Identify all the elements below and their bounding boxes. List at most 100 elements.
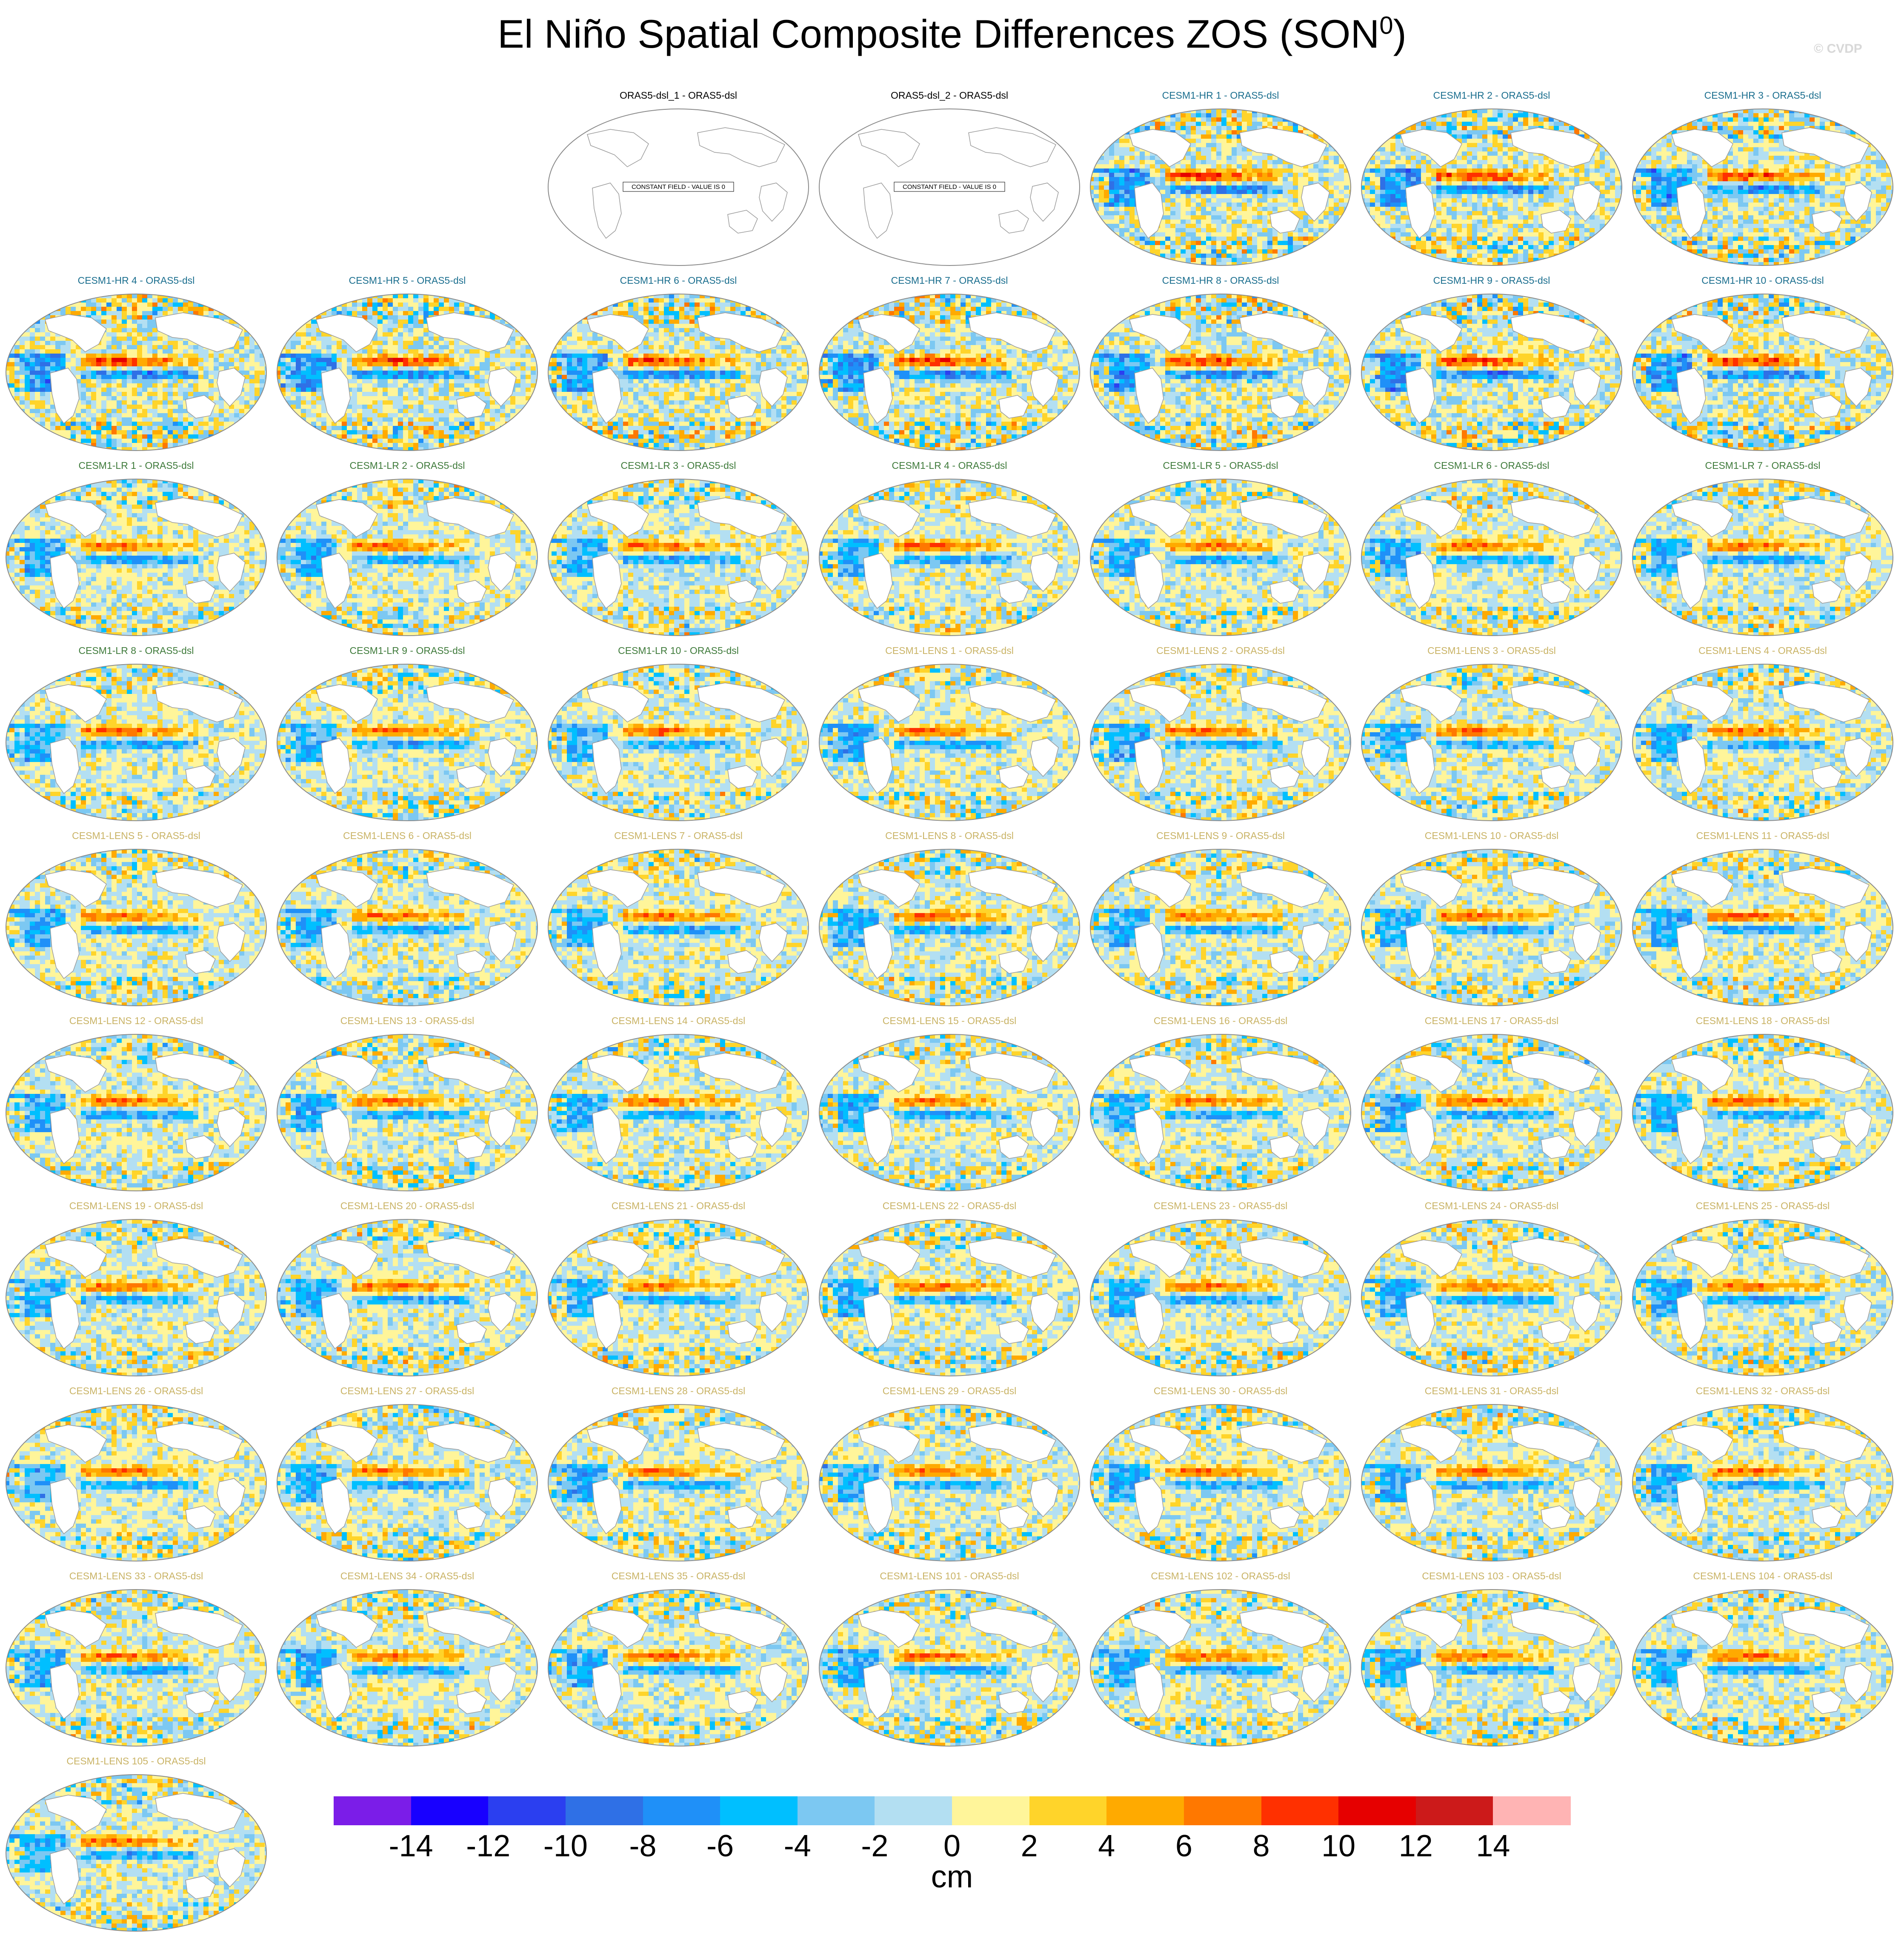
field-cell xyxy=(1390,168,1395,173)
field-cell xyxy=(1810,262,1815,266)
field-cell xyxy=(1211,186,1216,190)
field-cell xyxy=(1825,258,1830,262)
field-cell xyxy=(1646,139,1651,143)
field-cell xyxy=(1334,237,1339,241)
field-cell xyxy=(1191,194,1196,198)
field-cell xyxy=(1876,262,1881,266)
field-cell xyxy=(1861,126,1866,130)
field-cell xyxy=(1303,109,1308,113)
field-cell xyxy=(1472,139,1477,143)
field-cell xyxy=(1165,126,1170,130)
field-cell xyxy=(1186,203,1191,207)
field-cell xyxy=(1503,173,1508,177)
field-cell xyxy=(1293,117,1298,122)
field-cell xyxy=(1191,151,1196,156)
field-cell xyxy=(1221,181,1226,186)
field-cell xyxy=(1365,143,1370,147)
field-cell xyxy=(1784,160,1789,164)
field-cell xyxy=(1667,186,1672,190)
field-cell xyxy=(1196,224,1201,228)
field-cell xyxy=(1457,224,1462,228)
field-cell xyxy=(1298,117,1303,122)
field-cell xyxy=(1850,262,1855,266)
field-cell xyxy=(1447,190,1452,194)
field-cell xyxy=(1615,190,1620,194)
field-cell xyxy=(1513,168,1518,173)
field-cell xyxy=(1175,186,1181,190)
field-cell xyxy=(1109,113,1114,117)
field-cell xyxy=(1498,117,1503,122)
field-cell xyxy=(1723,190,1728,194)
field-cell xyxy=(1610,186,1615,190)
field-cell xyxy=(1421,237,1426,241)
field-cell xyxy=(1584,232,1590,237)
field-cell xyxy=(1707,190,1712,194)
field-cell xyxy=(1334,198,1339,203)
field-cell xyxy=(1677,254,1682,258)
field-cell xyxy=(1242,147,1247,151)
field-cell xyxy=(1104,156,1109,160)
field-cell xyxy=(1452,122,1457,126)
field-cell xyxy=(1155,113,1160,117)
field-cell xyxy=(1646,194,1651,198)
field-cell xyxy=(1595,215,1600,220)
map-svg xyxy=(1360,103,1624,271)
field-cell xyxy=(1216,151,1221,156)
field-cell xyxy=(1324,168,1329,173)
field-cell xyxy=(1799,203,1804,207)
field-cell xyxy=(1549,194,1554,198)
field-cell xyxy=(1886,224,1891,228)
field-cell xyxy=(1262,168,1267,173)
field-cell xyxy=(1226,220,1232,224)
field-cell xyxy=(1636,134,1641,139)
field-cell xyxy=(1365,156,1370,160)
field-cell xyxy=(1155,164,1160,168)
field-cell xyxy=(1804,241,1810,245)
field-cell xyxy=(1370,224,1375,228)
field-cell xyxy=(1769,241,1774,245)
field-cell xyxy=(1733,130,1738,134)
field-cell xyxy=(1508,254,1513,258)
field-cell xyxy=(1329,126,1334,130)
field-cell xyxy=(1605,130,1610,134)
field-cell xyxy=(1492,143,1498,147)
field-cell xyxy=(1605,224,1610,228)
field-cell xyxy=(1891,143,1895,147)
field-cell xyxy=(1477,203,1482,207)
field-cell xyxy=(1549,186,1554,190)
field-cell xyxy=(1569,186,1574,190)
field-cell xyxy=(1129,262,1135,266)
field-cell xyxy=(1339,186,1344,190)
field-cell xyxy=(1886,249,1891,254)
field-cell xyxy=(229,298,234,303)
field-cell xyxy=(1646,126,1651,130)
field-cell xyxy=(1334,186,1339,190)
field-cell xyxy=(1401,173,1406,177)
field-cell xyxy=(1216,168,1221,173)
field-cell xyxy=(1804,237,1810,241)
field-cell xyxy=(1119,139,1124,143)
field-cell xyxy=(1201,173,1206,177)
field-cell xyxy=(1820,258,1825,262)
field-cell xyxy=(1830,113,1835,117)
field-cell xyxy=(1784,211,1789,215)
field-cell xyxy=(1232,117,1237,122)
field-cell xyxy=(1436,220,1441,224)
field-cell xyxy=(1401,211,1406,215)
field-cell xyxy=(1799,241,1804,245)
field-cell xyxy=(1738,249,1743,254)
field-cell xyxy=(1631,156,1636,160)
field-cell xyxy=(1850,237,1855,241)
field-cell xyxy=(1528,245,1533,249)
field-cell xyxy=(1308,220,1313,224)
field-cell xyxy=(1390,254,1395,258)
field-cell xyxy=(1631,151,1636,156)
field-cell xyxy=(1165,109,1170,113)
field-cell xyxy=(1728,211,1733,215)
field-cell xyxy=(1201,130,1206,134)
field-cell xyxy=(1436,245,1441,249)
field-cell xyxy=(1743,194,1748,198)
field-cell xyxy=(1748,143,1753,147)
field-cell xyxy=(1416,113,1421,117)
field-cell xyxy=(1334,190,1339,194)
